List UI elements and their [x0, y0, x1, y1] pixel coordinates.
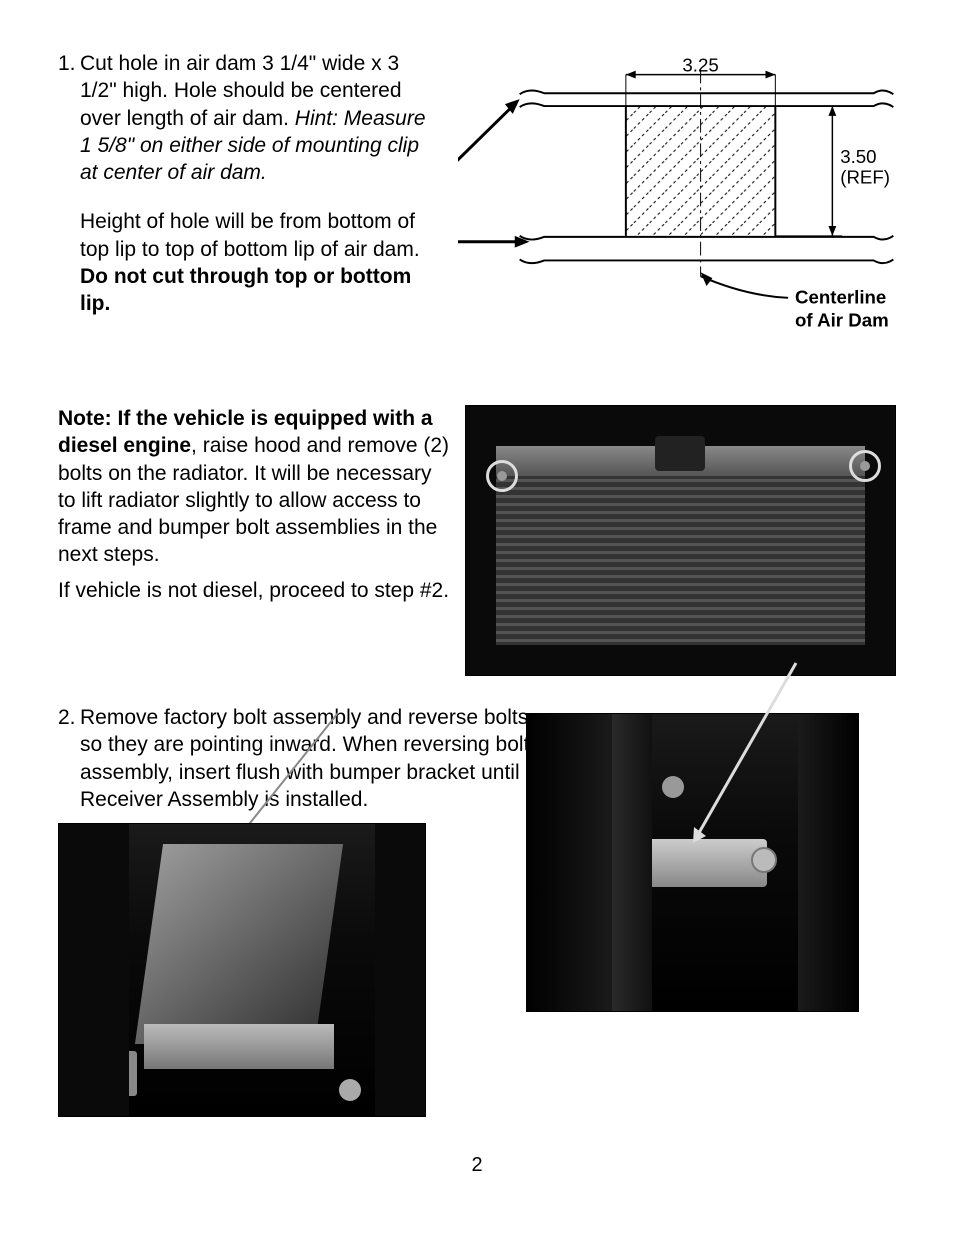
diagram-svg: 3.25 3.50 (REF [458, 50, 896, 345]
step1-para2: Height of hole will be from bottom of to… [80, 208, 428, 263]
bottom-photo-row [58, 823, 896, 1117]
step2-number: 2. [58, 704, 80, 813]
step1-text-column: 1. Cut hole in air dam 3 1/4" wide x 3 1… [58, 50, 428, 345]
step1-body: Cut hole in air dam 3 1/4" wide x 3 1/2"… [80, 50, 428, 318]
section-note: Note: If the vehicle is equipped with a … [58, 405, 896, 676]
centerline-label-1: Centerline [795, 287, 886, 308]
bolt-marker-left [486, 460, 518, 492]
note-paragraph: Note: If the vehicle is equipped with a … [58, 405, 455, 569]
photo3-wrapper [526, 823, 859, 1012]
section-step-1: 1. Cut hole in air dam 3 1/4" wide x 3 1… [58, 50, 896, 345]
bolt-assembly-photo-before [58, 823, 426, 1117]
step1-number: 1. [58, 50, 80, 318]
radiator-photo [465, 405, 896, 676]
bolt-marker-right [849, 450, 881, 482]
dim-height-ref: (REF) [840, 167, 890, 188]
dim-height-val: 3.50 [840, 146, 876, 167]
step1-paragraph: 1. Cut hole in air dam 3 1/4" wide x 3 1… [58, 50, 428, 318]
note-text-column: Note: If the vehicle is equipped with a … [58, 405, 455, 676]
air-dam-diagram: 3.25 3.50 (REF [458, 50, 896, 345]
pointer-arrow-right [586, 723, 836, 943]
page-number: 2 [471, 1154, 482, 1177]
note-line2: If vehicle is not diesel, proceed to ste… [58, 577, 455, 604]
centerline-label-2: of Air Dam [795, 309, 889, 330]
step1-warning: Do not cut through top or bottom lip. [80, 263, 428, 318]
photo2-wrapper [58, 823, 426, 1117]
